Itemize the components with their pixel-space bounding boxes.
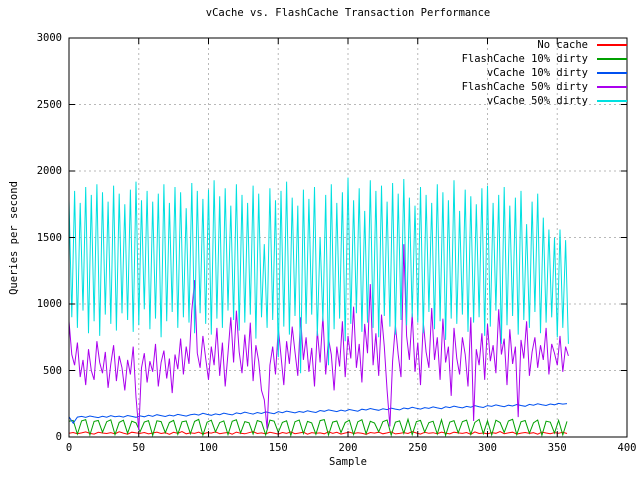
x-tick-label: 0 <box>65 442 73 454</box>
x-tick-label: 250 <box>408 442 428 454</box>
legend-line-swatch <box>597 58 627 60</box>
y-tick-label: 500 <box>43 364 62 377</box>
legend-item-vcache-10: vCache 10% dirty <box>462 66 627 80</box>
y-tick-label: 0 <box>55 431 62 443</box>
series-line-2 <box>69 402 568 425</box>
y-tick-label: 2500 <box>36 98 62 111</box>
legend-item-no-cache: No cache <box>462 38 627 52</box>
legend-item-flashcache-10: FlashCache 10% dirty <box>462 52 627 66</box>
legend-label: FlashCache 50% dirty <box>461 81 588 93</box>
legend-line-swatch <box>597 72 627 74</box>
legend: No cache FlashCache 10% dirty vCache 10%… <box>462 38 627 108</box>
series-line-3 <box>69 244 569 431</box>
legend-label: FlashCache 10% dirty <box>461 53 588 65</box>
legend-label: vCache 10% dirty <box>486 67 588 79</box>
y-tick-label: 2000 <box>36 165 62 177</box>
legend-line-swatch <box>597 86 627 88</box>
x-tick-label: 50 <box>132 442 146 454</box>
x-tick-label: 300 <box>478 442 497 454</box>
y-tick-label: 3000 <box>36 32 62 44</box>
y-tick-label: 1000 <box>36 298 62 310</box>
series-line-4 <box>69 177 569 374</box>
chart-title: vCache vs. FlashCache Transaction Perfor… <box>205 7 491 19</box>
x-tick-label: 400 <box>617 442 637 454</box>
series-line-1 <box>69 417 568 437</box>
legend-label: vCache 50% dirty <box>486 95 588 107</box>
legend-label: No cache <box>537 39 588 51</box>
x-tick-label: 350 <box>547 442 567 454</box>
x-tick-label: 100 <box>199 442 218 454</box>
legend-item-flashcache-50: FlashCache 50% dirty <box>462 80 627 94</box>
y-tick-label: 1500 <box>36 231 62 244</box>
x-tick-label: 200 <box>338 442 358 454</box>
legend-line-swatch <box>597 44 627 46</box>
x-axis-label: Sample <box>329 456 367 468</box>
legend-item-vcache-50: vCache 50% dirty <box>462 94 627 108</box>
legend-line-swatch <box>597 100 627 102</box>
x-tick-label: 150 <box>268 442 288 454</box>
